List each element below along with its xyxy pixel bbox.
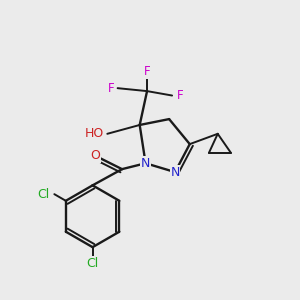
Text: Cl: Cl — [86, 257, 99, 270]
Text: O: O — [91, 149, 100, 162]
Text: N: N — [141, 157, 150, 170]
Text: HO: HO — [85, 127, 104, 140]
Text: F: F — [108, 82, 115, 95]
Text: F: F — [144, 65, 150, 79]
Text: Cl: Cl — [38, 188, 50, 201]
Text: N: N — [170, 166, 180, 178]
Text: F: F — [176, 89, 183, 102]
